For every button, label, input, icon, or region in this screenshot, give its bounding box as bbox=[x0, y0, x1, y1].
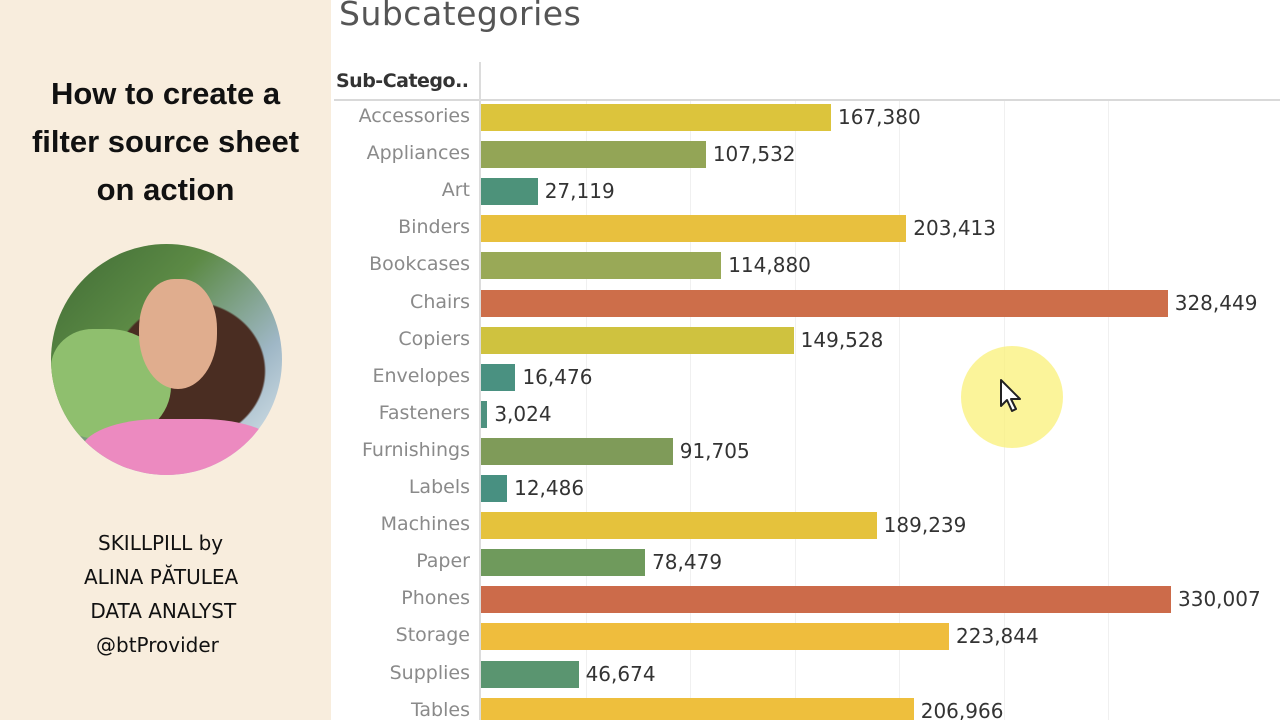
left-info-panel: How to create a filter source sheet on a… bbox=[0, 0, 331, 720]
header-divider bbox=[334, 99, 1280, 101]
bar-row[interactable]: Chairs 328,449 bbox=[331, 287, 1280, 324]
bar[interactable] bbox=[481, 178, 538, 206]
credit-line: ALINA PĂTULEA bbox=[84, 565, 239, 589]
bar-value-label: 167,380 bbox=[837, 105, 921, 129]
bar[interactable] bbox=[481, 400, 488, 428]
bar-value-label: 114,880 bbox=[728, 253, 811, 278]
bar[interactable] bbox=[481, 437, 673, 465]
bar[interactable] bbox=[481, 363, 516, 391]
bar[interactable] bbox=[481, 623, 950, 651]
bar-row[interactable]: Envelopes 16,476 bbox=[331, 361, 1280, 398]
bar[interactable] bbox=[481, 475, 508, 502]
bar-value-label: 91,705 bbox=[679, 438, 750, 463]
avatar-face-shape bbox=[139, 279, 217, 389]
bar-row[interactable]: Labels 12,486 bbox=[331, 472, 1280, 509]
bar-value-label: 27,119 bbox=[544, 179, 615, 204]
category-label[interactable]: Chairs bbox=[410, 290, 470, 313]
bar[interactable] bbox=[481, 697, 914, 720]
chart-area: Subcategories Sub-Catego.. Accessories 16… bbox=[331, 0, 1280, 720]
bar-row[interactable]: Binders 203,413 bbox=[331, 212, 1280, 249]
category-label[interactable]: Art bbox=[441, 179, 470, 202]
bar[interactable] bbox=[481, 586, 1171, 614]
gridline bbox=[690, 101, 692, 720]
credit-line: DATA ANALYST bbox=[84, 599, 237, 623]
category-label[interactable]: Appliances bbox=[366, 142, 470, 165]
lesson-title-line: filter source sheet bbox=[31, 124, 300, 159]
bar-value-label: 46,674 bbox=[585, 661, 656, 686]
bar-row[interactable]: Fasteners 3,024 bbox=[331, 398, 1280, 435]
bar[interactable] bbox=[481, 289, 1168, 317]
bar-value-label: 78,479 bbox=[652, 550, 723, 575]
credit-line: SKILLPILL by bbox=[98, 531, 224, 555]
category-label[interactable]: Copiers bbox=[398, 327, 470, 350]
avatar-sweater-shape bbox=[81, 419, 281, 475]
author-credits: SKILLPILL by ALINA PĂTULEA DATA ANALYST … bbox=[60, 526, 280, 662]
bar[interactable] bbox=[481, 512, 877, 540]
lesson-title: How to create a filter source sheet on a… bbox=[0, 70, 331, 214]
bar-row[interactable]: Art 27,119 bbox=[331, 175, 1280, 212]
bar-value-label: 16,476 bbox=[522, 364, 593, 389]
bar-row[interactable]: Phones 330,007 bbox=[331, 583, 1280, 620]
bar-row[interactable]: Tables 206,966 bbox=[331, 695, 1280, 720]
bar[interactable] bbox=[481, 549, 646, 577]
bar[interactable] bbox=[481, 252, 722, 280]
bar-row[interactable]: Machines 189,239 bbox=[331, 509, 1280, 546]
bar[interactable] bbox=[481, 215, 907, 243]
column-header-sub-category[interactable]: Sub-Catego.. bbox=[336, 70, 469, 92]
bar[interactable] bbox=[481, 660, 579, 688]
credit-line: @btProvider bbox=[96, 633, 219, 657]
bar[interactable] bbox=[481, 104, 831, 131]
bar-value-label: 189,239 bbox=[883, 513, 967, 538]
bar-row[interactable]: Supplies 46,674 bbox=[331, 658, 1280, 695]
category-label[interactable]: Tables bbox=[410, 698, 470, 720]
category-label[interactable]: Storage bbox=[395, 624, 470, 647]
gridline bbox=[899, 101, 901, 720]
bar-row[interactable]: Appliances 107,532 bbox=[331, 138, 1280, 175]
chart-title: Subcategories bbox=[339, 0, 582, 33]
bar-value-label: 328,449 bbox=[1174, 290, 1258, 315]
gridline bbox=[794, 101, 796, 720]
bar-value-label: 330,007 bbox=[1178, 587, 1261, 612]
bar[interactable] bbox=[481, 141, 706, 169]
presenter-avatar bbox=[51, 244, 282, 475]
category-label[interactable]: Paper bbox=[416, 550, 470, 573]
bar-value-label: 223,844 bbox=[956, 624, 1039, 649]
bar-value-label: 107,532 bbox=[712, 142, 796, 167]
category-label[interactable]: Fasteners bbox=[378, 401, 470, 424]
lesson-title-line: How to create a bbox=[50, 76, 281, 111]
bar-row[interactable]: Accessories 167,380 bbox=[331, 101, 1280, 138]
bar[interactable] bbox=[481, 326, 794, 354]
gridline bbox=[585, 101, 587, 720]
bar-row[interactable]: Furnishings 91,705 bbox=[331, 435, 1280, 472]
category-label[interactable]: Supplies bbox=[389, 661, 470, 684]
category-label[interactable]: Envelopes bbox=[372, 364, 470, 387]
arrow-cursor-icon bbox=[1000, 379, 1021, 412]
lesson-title-line: on action bbox=[96, 172, 235, 207]
bar-row[interactable]: Storage 223,844 bbox=[331, 620, 1280, 657]
gridline bbox=[1108, 101, 1110, 720]
category-label[interactable]: Furnishings bbox=[362, 438, 470, 461]
bar-value-label: 12,486 bbox=[514, 476, 585, 500]
category-label[interactable]: Phones bbox=[401, 587, 470, 610]
category-label[interactable]: Labels bbox=[408, 476, 470, 498]
bar-row[interactable]: Copiers 149,528 bbox=[331, 324, 1280, 361]
axis-divider bbox=[479, 62, 481, 720]
bar-value-label: 203,413 bbox=[913, 216, 997, 241]
bar-value-label: 3,024 bbox=[494, 401, 552, 426]
category-label[interactable]: Machines bbox=[380, 513, 470, 536]
bar-value-label: 149,528 bbox=[800, 327, 884, 352]
bar-row[interactable]: Paper 78,479 bbox=[331, 546, 1280, 583]
category-label[interactable]: Binders bbox=[398, 216, 470, 239]
category-label[interactable]: Bookcases bbox=[369, 253, 470, 276]
bar-value-label: 206,966 bbox=[920, 698, 1004, 720]
bar-row[interactable]: Bookcases 114,880 bbox=[331, 249, 1280, 286]
category-label[interactable]: Accessories bbox=[358, 105, 470, 127]
